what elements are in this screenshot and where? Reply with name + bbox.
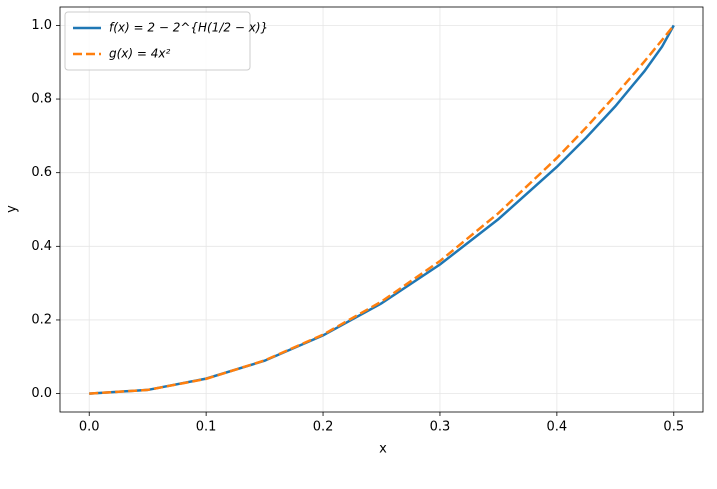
x-axis-label: x	[379, 442, 387, 457]
y-tick-label: 0.2	[31, 312, 52, 327]
x-tick-label: 0.0	[79, 420, 100, 435]
legend-label: f(x) = 2 − 2^{H(1/2 − x)}	[109, 21, 268, 35]
y-tick-label: 0.4	[31, 239, 52, 254]
y-tick-label: 0.0	[31, 386, 52, 401]
x-tick-label: 0.2	[313, 420, 334, 435]
x-tick-label: 0.3	[430, 420, 451, 435]
x-tick-label: 0.4	[547, 420, 568, 435]
y-tick-label: 1.0	[31, 18, 52, 33]
y-tick-label: 0.8	[31, 92, 52, 107]
y-axis-label: y	[5, 205, 20, 213]
plot-frame	[59, 6, 704, 413]
x-tick-label: 0.1	[196, 420, 217, 435]
legend-label: g(x) = 4x²	[109, 47, 171, 61]
y-tick-label: 0.6	[31, 165, 52, 180]
line-series	[89, 24, 675, 395]
x-tick-label: 0.5	[663, 420, 684, 435]
line-series	[89, 24, 675, 395]
legend-box	[64, 11, 251, 71]
